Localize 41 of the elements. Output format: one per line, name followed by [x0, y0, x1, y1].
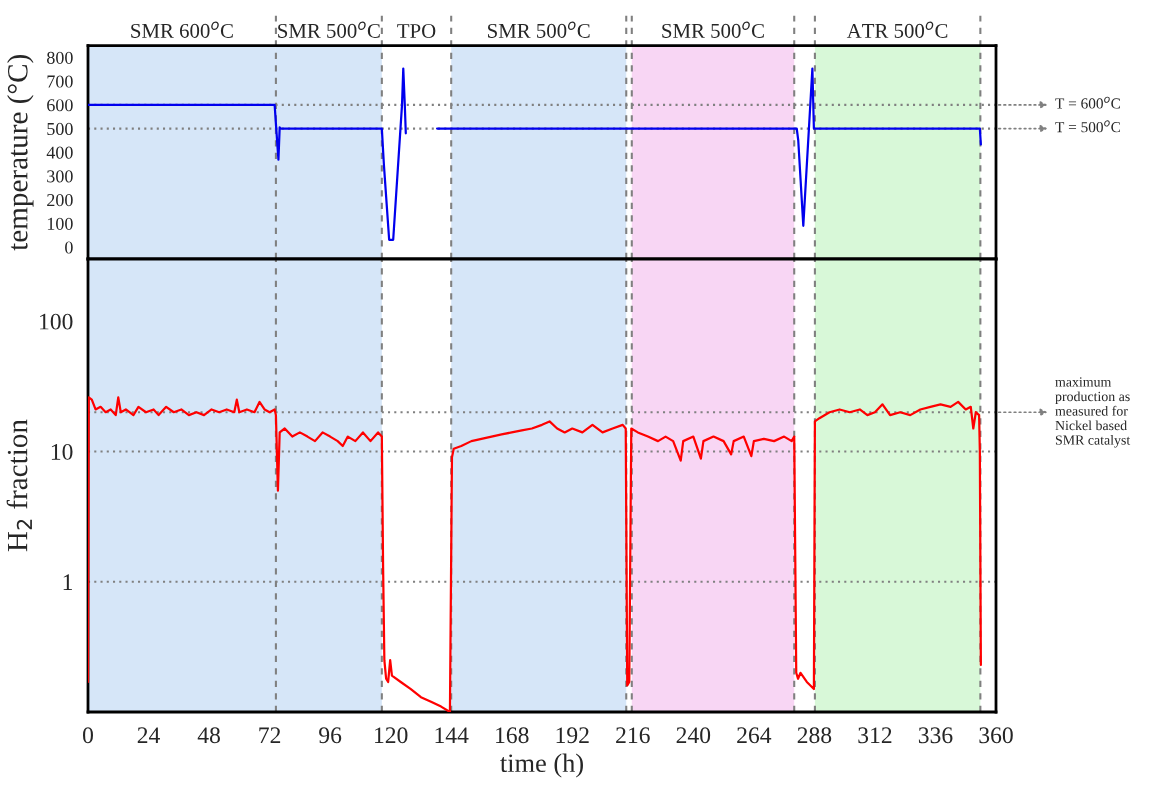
y-axis-title: temperature (°C): [7, 55, 34, 251]
y-tick-label: 100: [47, 217, 73, 230]
band-label: SMR 500$^{o}$C: [488, 21, 590, 38]
y-tick-label: 200: [47, 193, 73, 207]
y-tick-label: 100: [40, 313, 73, 330]
x-tick-label: 120: [375, 727, 408, 744]
y-tick-label: 800: [47, 51, 73, 64]
x-tick-label: 72: [259, 727, 281, 743]
x-tick-label: 168: [496, 727, 529, 744]
ref-line-label: T = 500$^{o}$C: [1055, 120, 1120, 133]
y-tick-label: 400: [46, 146, 73, 159]
band-label: ATR 500$^{o}$C: [846, 21, 948, 38]
x-tick-label: 264: [737, 727, 772, 744]
y-tick-label: 500: [47, 122, 73, 136]
y-tick-label: 600: [47, 99, 73, 112]
x-tick-label: 96: [319, 727, 342, 744]
band-label: SMR 500$^{o}$C: [662, 21, 764, 38]
y-tick-label: 700: [47, 75, 73, 88]
y-tick-label: 300: [47, 170, 73, 183]
x-tick-label: 360: [979, 727, 1013, 744]
x-tick-label: 48: [197, 727, 220, 744]
x-axis-title: time (h): [500, 753, 583, 778]
y-tick-label: 10: [51, 443, 73, 460]
x-tick-label: 336: [918, 727, 953, 744]
ref-line-label: T = 600$^{o}$C: [1055, 96, 1120, 109]
x-tick-label: 24: [137, 727, 160, 743]
band-label: SMR 600$^{o}$C: [131, 21, 233, 38]
x-tick-label: 0: [83, 727, 93, 744]
text: TPO: [397, 24, 436, 39]
line-series: [88, 396, 982, 712]
x-tick-label: 216: [616, 727, 650, 744]
band-label: SMR 500$^{o}$C: [278, 21, 380, 38]
x-tick-label: 240: [676, 727, 711, 744]
x-tick-label: 312: [858, 727, 892, 744]
y-tick-label: 1: [63, 574, 72, 590]
y-axis-title: H$_{2}$ fraction: [6, 419, 32, 552]
x-tick-label: 288: [797, 727, 832, 744]
ref-line-label: maximum production as measured for Nickel based SMR catalyst: [1055, 377, 1131, 448]
x-tick-label: 144: [435, 727, 469, 743]
x-tick-label: 192: [556, 727, 589, 744]
y-tick-label: 0: [65, 241, 73, 254]
